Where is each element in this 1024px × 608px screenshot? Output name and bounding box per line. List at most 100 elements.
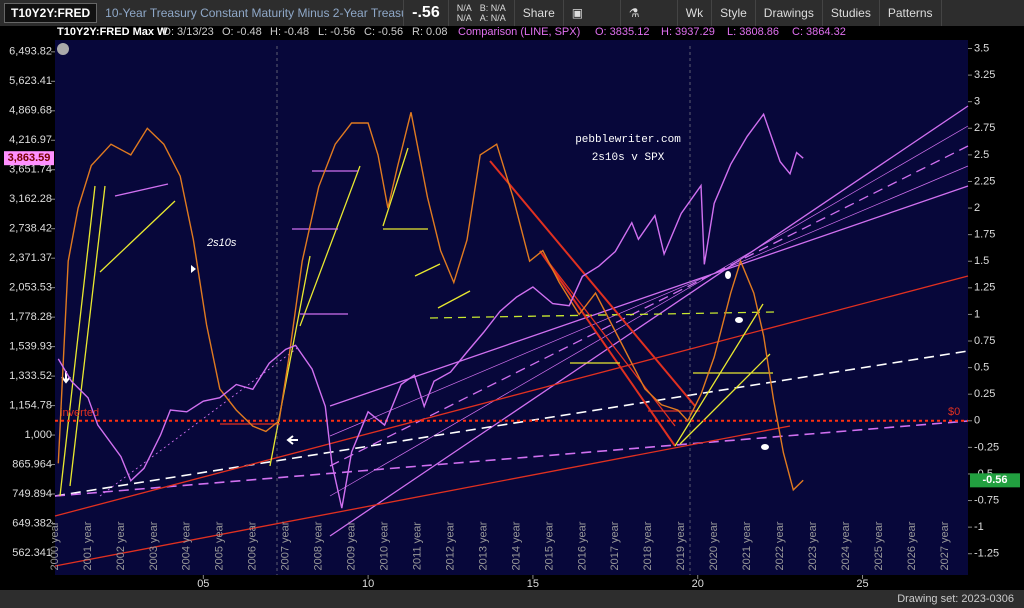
y-tick-label: 4,216.97: [9, 134, 52, 146]
y2-tick-label: 3.5: [974, 42, 989, 54]
last-price: -.56: [404, 0, 449, 26]
year-label: 2015 year: [543, 521, 555, 570]
y2-tick-label: -1: [974, 521, 984, 533]
style-button[interactable]: Style: [712, 0, 756, 26]
y2-tick-label: -0.75: [974, 494, 999, 506]
x-tick-label: 05: [197, 578, 209, 590]
chart-header: C: -0.56: [364, 26, 403, 38]
year-label: 2001 year: [82, 521, 94, 570]
year-label: 2010 year: [379, 521, 391, 570]
year-label: 2006 year: [247, 521, 259, 570]
year-label: 2027 year: [939, 521, 951, 570]
quote-item: A: N/A: [479, 13, 506, 23]
quote-item: B: N/A: [479, 3, 506, 13]
chart-header: H: 3937.29: [661, 26, 715, 38]
x-tick-label: 15: [527, 578, 539, 590]
year-label: 2014 year: [510, 521, 522, 570]
y2-tick-label: 1: [974, 308, 980, 320]
y-tick-label: 3,651.74: [9, 164, 52, 176]
last-price-label: 3,863.59: [8, 152, 51, 164]
chart-header: D: 3/13/23: [163, 26, 214, 38]
y-tick-label: 6,493.82: [9, 46, 52, 58]
series-label: 2s10s: [206, 237, 237, 249]
chart-header: T10Y2Y:FRED Max W: [57, 26, 168, 38]
y-tick-label: 3,162.28: [9, 193, 52, 205]
footer: Drawing set: 2023-0306: [0, 590, 1024, 608]
year-label: 2026 year: [906, 521, 918, 570]
year-label: 2017 year: [609, 521, 621, 570]
y-tick-label: 562.341: [12, 547, 52, 559]
year-label: 2025 year: [873, 521, 885, 570]
toolbar: T10Y2Y:FRED 10-Year Treasury Constant Ma…: [0, 0, 1024, 27]
patterns-button[interactable]: Patterns: [880, 0, 942, 26]
last-price-badge: [4, 151, 54, 166]
year-label: 2011 year: [411, 522, 423, 570]
aggregation-button[interactable]: Wk: [678, 0, 713, 26]
chart-header: Comparison (LINE, SPX): [458, 26, 580, 38]
y2-tick-label: 3.25: [974, 69, 995, 81]
chart-header: O: 3835.12: [595, 26, 649, 38]
y-tick-label: 1,778.28: [9, 311, 52, 323]
year-label: 2004 year: [181, 521, 193, 570]
y-tick-label: 2,053.53: [9, 282, 52, 294]
y-tick-label: 1,539.93: [9, 341, 52, 353]
year-label: 2013 year: [477, 521, 489, 570]
annotation: 2s10s v SPX: [592, 152, 665, 164]
description: 10-Year Treasury Constant Maturity Minus…: [97, 0, 405, 26]
y2-tick-label: -0.25: [974, 441, 999, 453]
studies-button[interactable]: Studies: [823, 0, 880, 26]
y-tick-label: 5,623.41: [9, 75, 52, 87]
chart-header: L: -0.56: [318, 26, 355, 38]
year-label: 2002 year: [115, 521, 127, 570]
drawings-button[interactable]: Drawings: [756, 0, 823, 26]
y-tick-label: 749.894: [12, 488, 52, 500]
year-label: 2021 year: [741, 521, 753, 570]
y2-tick-label: 1.25: [974, 282, 995, 294]
y-tick-label: 1,000: [24, 429, 52, 441]
series-line: [57, 112, 804, 509]
year-label: 2008 year: [313, 521, 325, 570]
quote-item: N/A: [456, 3, 472, 13]
y2-tick-label: 0: [974, 415, 980, 427]
quote: N/A B: N/A N/A A: N/A: [457, 3, 506, 23]
y-tick-label: 2,371.37: [9, 252, 52, 264]
drawing-set: Drawing set: 2023-0306: [897, 593, 1014, 605]
y-tick-label: 1,333.52: [9, 370, 52, 382]
quote-item: N/A: [456, 13, 472, 23]
drawings: [54, 46, 969, 575]
y-tick-label: 865.964: [12, 458, 52, 470]
chart-header: L: 3808.86: [727, 26, 779, 38]
info-icon[interactable]: [57, 43, 69, 55]
y2-tick-label: 1.75: [974, 229, 995, 241]
icon-button[interactable]: ▣: [564, 0, 621, 26]
y2-tick-label: 2: [974, 202, 980, 214]
year-label: 2012 year: [444, 521, 456, 570]
y2-tick-label: 2.75: [974, 122, 995, 134]
year-label: 2003 year: [148, 521, 160, 570]
x-tick-label: 10: [362, 578, 374, 590]
plot-area: [55, 40, 968, 575]
chart-header: O: -0.48: [222, 26, 262, 38]
x-tick-label: 20: [692, 578, 704, 590]
icon-button[interactable]: ⚗: [621, 0, 678, 26]
share-button[interactable]: Share: [515, 0, 564, 26]
chart-header: R: 0.08: [412, 26, 447, 38]
year-label: 2016 year: [576, 521, 588, 570]
last-price-badge: [970, 473, 1020, 488]
series-line: [57, 112, 804, 492]
year-label: 2018 year: [642, 521, 654, 570]
annotation: $0: [948, 406, 960, 418]
chart-header: H: -0.48: [270, 26, 309, 38]
year-label: 2009 year: [346, 521, 358, 570]
last-price-label: -0.56: [982, 474, 1007, 486]
y2-tick-label: 2.25: [974, 175, 995, 187]
y-tick-label: 1,154.78: [9, 399, 52, 411]
chart-header: C: 3864.32: [792, 26, 846, 38]
x-tick-label: 25: [856, 578, 868, 590]
symbol[interactable]: T10Y2Y:FRED: [4, 3, 98, 23]
y2-tick-label: -1.25: [974, 548, 999, 560]
year-label: 2007 year: [280, 521, 292, 570]
year-label: 2023 year: [807, 521, 819, 570]
y2-tick-label: 0.75: [974, 335, 995, 347]
